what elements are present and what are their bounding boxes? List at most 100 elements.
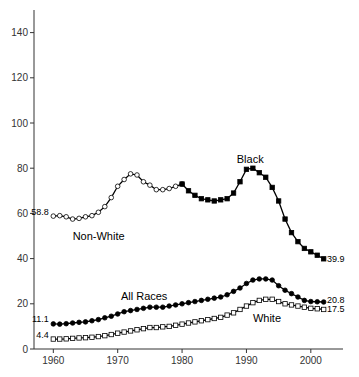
point	[276, 283, 281, 288]
point	[186, 189, 190, 193]
point	[257, 171, 261, 175]
point	[315, 307, 319, 311]
point	[109, 332, 113, 336]
point	[225, 197, 229, 201]
x-tick	[117, 349, 118, 353]
value-annotation: 39.9	[327, 254, 345, 264]
y-tick	[30, 258, 34, 259]
point	[270, 185, 274, 189]
point	[51, 322, 56, 327]
point	[173, 184, 178, 189]
point	[296, 304, 300, 308]
y-tick-label: 0	[22, 344, 28, 355]
point	[154, 325, 158, 329]
point	[90, 213, 95, 218]
point	[321, 307, 325, 311]
y-tick-label: 140	[11, 27, 28, 38]
point	[90, 335, 94, 339]
point	[193, 320, 197, 324]
point	[206, 198, 210, 202]
x-tick-label: 1970	[107, 355, 130, 366]
point	[96, 334, 100, 338]
point	[289, 291, 294, 296]
point	[244, 304, 248, 308]
point	[70, 217, 75, 222]
point	[264, 175, 268, 179]
point	[64, 337, 68, 341]
y-tick-label: 60	[17, 208, 29, 219]
point	[283, 288, 288, 293]
point	[238, 286, 243, 291]
point	[148, 325, 152, 329]
point	[276, 299, 280, 303]
point	[289, 303, 293, 307]
point	[283, 217, 287, 221]
point	[231, 191, 235, 195]
x-tick	[53, 349, 54, 353]
point	[115, 331, 119, 335]
chart: 1960197019801990200002040608010012014058…	[0, 0, 359, 377]
x-axis-line	[34, 349, 343, 350]
point	[231, 311, 235, 315]
point	[309, 299, 314, 304]
point	[289, 230, 293, 234]
point	[122, 177, 127, 182]
point	[90, 318, 95, 323]
point	[64, 321, 69, 326]
point	[135, 173, 140, 178]
series-line	[53, 174, 182, 219]
x-tick-label: 1980	[171, 355, 194, 366]
series-label: All Races	[121, 290, 168, 302]
plot-area	[51, 166, 326, 341]
point	[238, 180, 242, 184]
point	[296, 295, 301, 300]
y-axis-line	[34, 10, 35, 349]
point	[154, 187, 159, 192]
point	[167, 304, 172, 309]
point	[167, 324, 171, 328]
point	[270, 297, 274, 301]
point	[199, 197, 203, 201]
point	[244, 281, 249, 286]
axes: 19601970198019902000020406080100120140	[11, 10, 343, 366]
point	[77, 216, 82, 221]
point	[180, 182, 185, 187]
point	[186, 300, 191, 305]
y-tick	[30, 77, 34, 78]
y-tick-label: 100	[11, 118, 28, 129]
point	[57, 322, 62, 327]
point	[321, 257, 325, 261]
point	[148, 183, 153, 188]
point	[193, 299, 198, 304]
point	[51, 214, 56, 219]
value-annotation: 11.1	[32, 314, 49, 324]
point	[315, 253, 319, 257]
y-tick	[30, 32, 34, 33]
point	[296, 239, 300, 243]
series-label: White	[253, 312, 281, 324]
point	[128, 308, 133, 313]
point	[83, 214, 88, 219]
point	[160, 305, 165, 310]
point	[302, 298, 307, 303]
point	[128, 172, 133, 177]
point	[57, 213, 62, 218]
series-label: Non-White	[73, 230, 125, 242]
point	[109, 195, 114, 200]
point	[225, 292, 230, 297]
point	[199, 319, 203, 323]
point	[283, 302, 287, 306]
point	[135, 307, 140, 312]
point	[199, 298, 204, 303]
y-tick-label: 40	[17, 253, 29, 264]
point	[141, 179, 146, 184]
x-tick	[246, 349, 247, 353]
point	[225, 313, 229, 317]
point	[218, 198, 222, 202]
point	[238, 307, 242, 311]
point	[180, 302, 185, 307]
x-tick-label: 2000	[300, 355, 323, 366]
point	[103, 316, 108, 321]
point	[206, 297, 211, 302]
point	[103, 204, 108, 209]
